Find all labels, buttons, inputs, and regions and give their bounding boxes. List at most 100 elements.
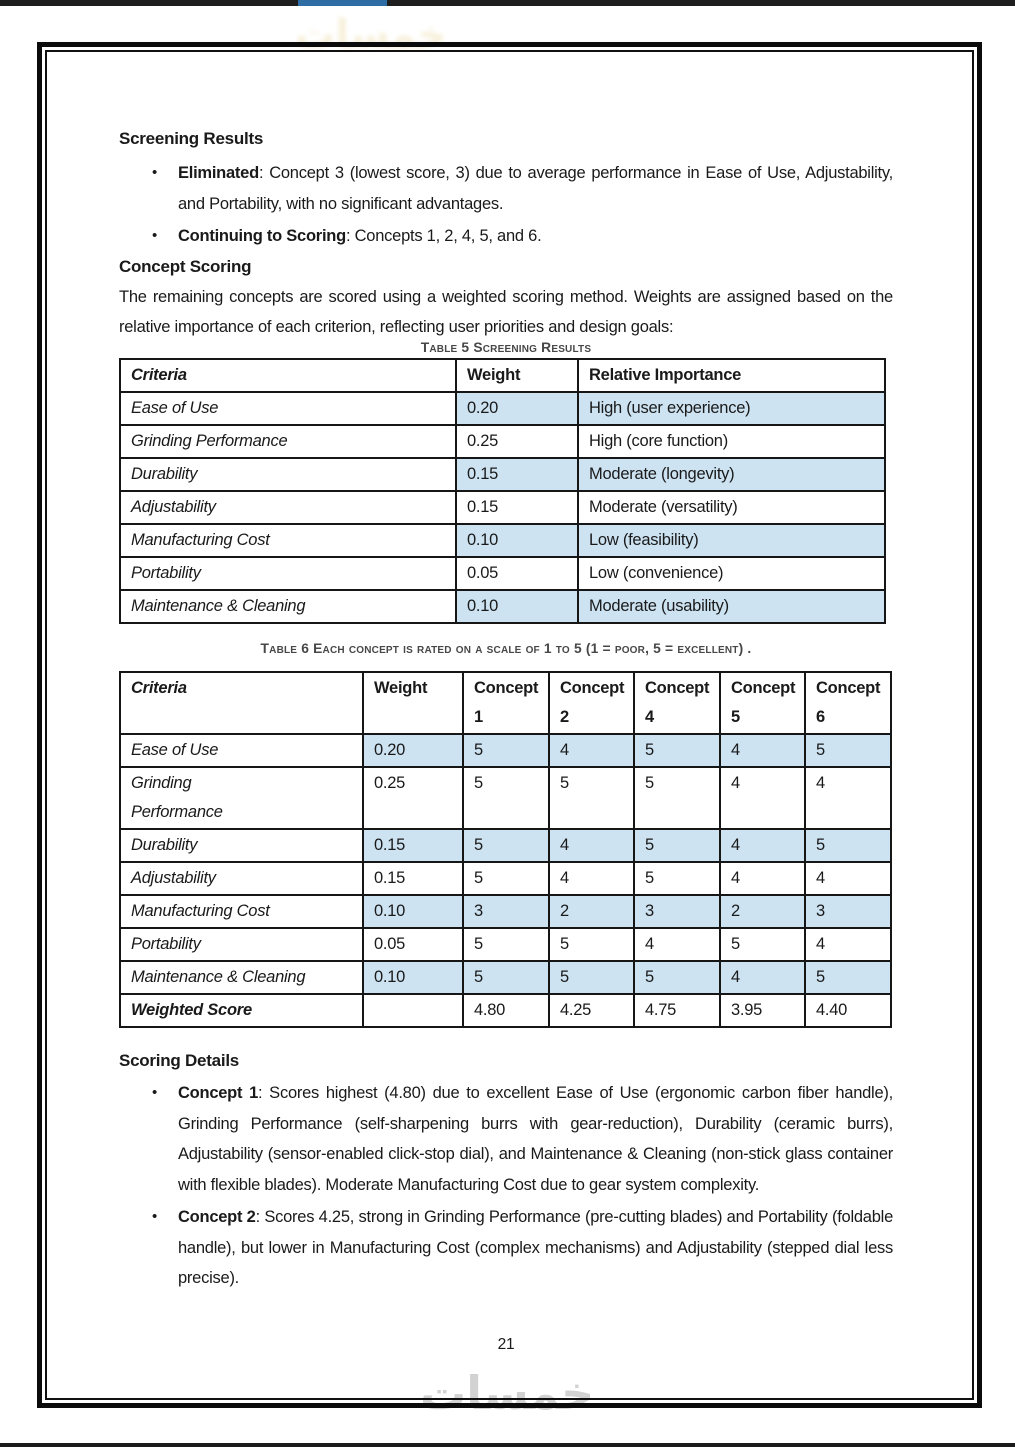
table-row: Portability 0.05 5 5 4 5 4 <box>119 927 892 962</box>
bullet-label: Concept 1 <box>178 1084 259 1102</box>
list-item: • Concept 2: Scores 4.25, strong in Grin… <box>119 1202 893 1294</box>
score-cell: 4 <box>804 927 892 962</box>
bullet-icon: • <box>152 1084 158 1101</box>
weight-cell: 0.10 <box>455 523 579 558</box>
score-cell: 5 <box>804 733 892 768</box>
table-row: Durability 0.15 Moderate (longevity) <box>119 457 886 492</box>
table-row: Adjustability 0.15 Moderate (versatility… <box>119 490 886 525</box>
score-cell: 5 <box>633 861 721 896</box>
header-cell: Criteria <box>119 358 457 393</box>
header-cell: Concept 1 <box>462 671 550 735</box>
criteria-cell: Ease of Use <box>119 391 457 426</box>
top-edge-accent <box>298 0 387 6</box>
bullet-icon: • <box>152 227 158 244</box>
weight-cell: 0.10 <box>362 960 464 995</box>
weight-cell: 0.10 <box>455 589 579 624</box>
header-cell: Criteria <box>119 671 364 735</box>
score-cell: 5 <box>462 828 550 863</box>
criteria-cell: Weighted Score <box>119 993 364 1028</box>
bullet-text: : Scores highest (4.80) due to excellent… <box>178 1084 893 1194</box>
top-edge-bar <box>0 0 1015 6</box>
criteria-cell: Adjustability <box>119 861 364 896</box>
score-cell: 5 <box>548 927 635 962</box>
weight-cell: 0.15 <box>362 861 464 896</box>
score-cell: 4.75 <box>633 993 721 1028</box>
score-cell: 5 <box>462 733 550 768</box>
scoring-details-section: Scoring Details • Concept 1: Scores high… <box>119 1048 893 1296</box>
score-cell: 4 <box>548 828 635 863</box>
score-cell: 3 <box>804 894 892 929</box>
header-cell: Weight <box>455 358 579 393</box>
criteria-cell: Durability <box>119 828 364 863</box>
table-row: Weighted Score 4.80 4.25 4.75 3.95 4.40 <box>119 993 892 1028</box>
score-cell: 4 <box>719 861 806 896</box>
score-cell: 5 <box>462 766 550 830</box>
score-cell: 3 <box>462 894 550 929</box>
score-cell: 5 <box>633 766 721 830</box>
score-cell: 4.40 <box>804 993 892 1028</box>
score-cell: 2 <box>719 894 806 929</box>
score-cell: 4.25 <box>548 993 635 1028</box>
score-cell: 5 <box>633 828 721 863</box>
score-cell: 4.80 <box>462 993 550 1028</box>
table6-caption: Table 6 Each concept is rated on a scale… <box>260 641 752 656</box>
bullet-text: : Concepts 1, 2, 4, 5, and 6. <box>345 227 542 245</box>
importance-cell: Moderate (usability) <box>577 589 886 624</box>
table-row: Grinding Performance 0.25 5 5 5 4 4 <box>119 766 892 830</box>
score-cell: 5 <box>548 960 635 995</box>
list-item: • Eliminated: Concept 3 (lowest score, 3… <box>119 158 893 219</box>
bullet-label: Eliminated <box>178 164 259 182</box>
criteria-cell: Portability <box>119 927 364 962</box>
criteria-cell: Maintenance & Cleaning <box>119 960 364 995</box>
criteria-cell: Grinding Performance <box>119 424 457 459</box>
table-header-row: Criteria Weight Concept 1 Concept 2 Conc… <box>119 671 892 735</box>
screening-section: Screening Results • Eliminated: Concept … <box>119 126 893 342</box>
score-cell: 4 <box>804 766 892 830</box>
header-cell: Concept 2 <box>548 671 635 735</box>
score-cell: 4 <box>633 927 721 962</box>
header-cell: Relative Importance <box>577 358 886 393</box>
bullet-label: Continuing to Scoring <box>178 227 346 245</box>
score-cell: 5 <box>462 861 550 896</box>
criteria-cell: Adjustability <box>119 490 457 525</box>
score-cell: 5 <box>462 960 550 995</box>
table-row: Manufacturing Cost 0.10 Low (feasibility… <box>119 523 886 558</box>
weight-cell: 0.20 <box>362 733 464 768</box>
concept-scoring-heading: Concept Scoring <box>119 256 252 276</box>
weight-cell: 0.25 <box>362 766 464 830</box>
table-row: Manufacturing Cost 0.10 3 2 3 2 3 <box>119 894 892 929</box>
score-cell: 4 <box>548 861 635 896</box>
score-cell: 4 <box>548 733 635 768</box>
weight-cell: 0.15 <box>362 828 464 863</box>
table5: Criteria Weight Relative Importance Ease… <box>119 358 886 624</box>
bottom-watermark: خمسات <box>420 1367 595 1419</box>
header-cell: Concept 4 <box>633 671 721 735</box>
criteria-cell: Manufacturing Cost <box>119 523 457 558</box>
importance-cell: Low (convenience) <box>577 556 886 591</box>
table6: Criteria Weight Concept 1 Concept 2 Conc… <box>119 671 892 1028</box>
criteria-cell: Maintenance & Cleaning <box>119 589 457 624</box>
score-cell: 4 <box>719 766 806 830</box>
score-cell: 5 <box>804 960 892 995</box>
score-cell: 4 <box>719 960 806 995</box>
score-cell: 3.95 <box>719 993 806 1028</box>
criteria-cell: Durability <box>119 457 457 492</box>
table-row: Durability 0.15 5 4 5 4 5 <box>119 828 892 863</box>
screening-results-heading: Screening Results <box>119 129 264 148</box>
weight-cell: 0.15 <box>455 457 579 492</box>
criteria-cell: Grinding Performance <box>119 766 364 830</box>
score-cell: 4 <box>804 861 892 896</box>
bullet-text: : Scores 4.25, strong in Grinding Perfor… <box>178 1208 894 1287</box>
importance-cell: Moderate (longevity) <box>577 457 886 492</box>
weight-cell: 0.20 <box>455 391 579 426</box>
score-cell: 2 <box>548 894 635 929</box>
weight-cell <box>362 993 464 1028</box>
list-item: • Concept 1: Scores highest (4.80) due t… <box>119 1078 893 1200</box>
concept-scoring-paragraph: The remaining concepts are scored using … <box>119 287 893 336</box>
bullet-icon: • <box>152 164 158 181</box>
scoring-details-heading: Scoring Details <box>119 1051 240 1070</box>
weight-cell: 0.25 <box>455 424 579 459</box>
importance-cell: Low (feasibility) <box>577 523 886 558</box>
bullet-text: : Concept 3 (lowest score, 3) due to ave… <box>178 164 893 213</box>
